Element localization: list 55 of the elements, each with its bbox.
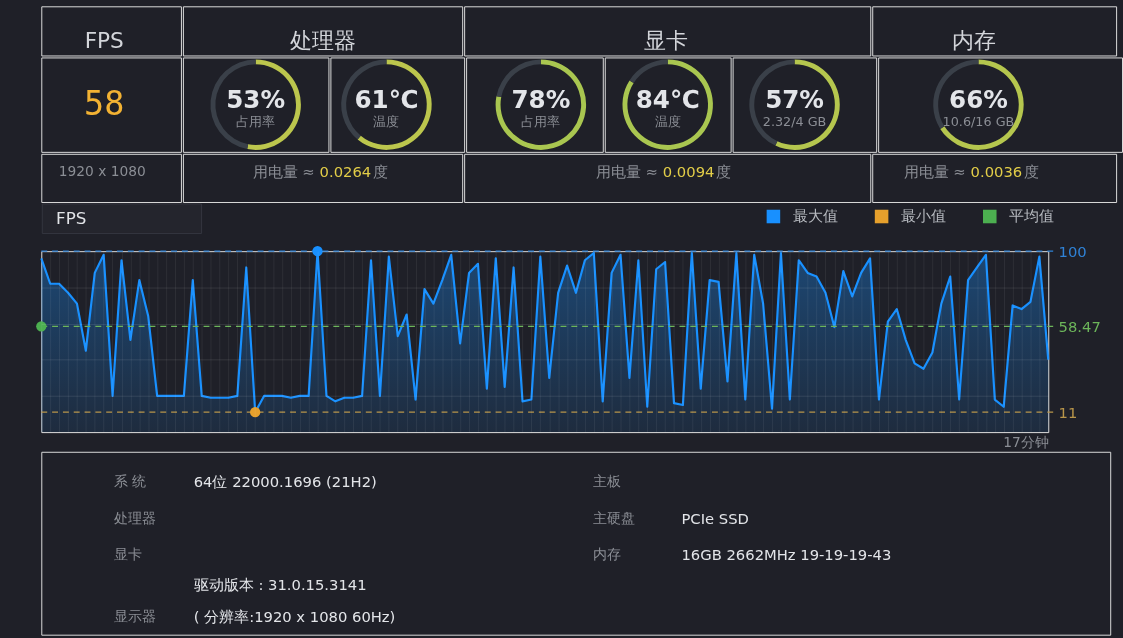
text: 度 (716, 163, 732, 181)
text: 0.0264 (319, 163, 372, 181)
donut-slice (357, 59, 432, 150)
text: 主板 (592, 473, 621, 490)
text: 显卡 (643, 27, 688, 53)
slice-label: 10.6/16 GB (942, 114, 1015, 130)
point (36, 321, 47, 332)
text: 度 (373, 163, 389, 181)
slice-label: 占用率 (521, 114, 561, 130)
data-label: 61℃ (354, 84, 419, 114)
data-label: 84℃ (635, 84, 700, 114)
donut-slice (495, 59, 587, 150)
point (312, 246, 323, 257)
y-tick-label: 100 (1058, 242, 1087, 260)
text: 驱动版本 : 31.0.15.3141 (193, 576, 367, 594)
data-label: 57% (765, 84, 824, 114)
text: 1920 x 1080 (58, 163, 146, 180)
y-tick-label: 11 (1058, 403, 1078, 421)
text: 显示器 (114, 607, 157, 624)
text: PCIe SSD (681, 509, 749, 527)
y-tick-label: 58.47 (1058, 317, 1101, 335)
text: 58 (84, 84, 125, 124)
text: 显卡 (114, 545, 143, 562)
text: ( 分辨率:1920 x 1080 60Hz) (193, 607, 396, 625)
slice-label: 温度 (654, 114, 681, 130)
legend-label: 最大值 (792, 207, 838, 225)
slice-label: 温度 (373, 114, 400, 130)
data-label: 53% (226, 84, 286, 114)
text: 64位 22000.1696 (21H2) (193, 473, 377, 491)
legend-label: 最小值 (900, 207, 946, 225)
text: 用电量 ≈ (903, 163, 966, 181)
text: 0.0036 (970, 163, 1023, 181)
text: 用电量 ≈ (252, 163, 315, 181)
text: 度 (1024, 163, 1040, 181)
x-axis-title: 17分钟 (1003, 434, 1049, 451)
text: 主硬盘 (592, 509, 635, 526)
text: 内存 (592, 545, 621, 562)
text: 16GB 2662MHz 19-19-19-43 (681, 545, 892, 563)
text: FPS (84, 27, 124, 53)
donut-slice (622, 59, 713, 150)
text: 内存 (951, 27, 996, 53)
data-label: 66% (949, 84, 1008, 114)
slice-label: 2.32/4 GB (762, 114, 827, 130)
donut-slice (629, 59, 668, 84)
text: 0.0094 (662, 163, 715, 181)
legend-label: 平均值 (1008, 207, 1054, 225)
chart-title: FPS (56, 207, 87, 228)
data-label: 78% (511, 84, 571, 114)
donut-slice (940, 59, 1024, 150)
text: 用电量 ≈ (595, 163, 658, 181)
point (250, 407, 261, 418)
text: 系 统 (114, 473, 147, 490)
text: 处理器 (289, 27, 356, 53)
slice-label: 占用率 (236, 114, 276, 130)
text: 处理器 (114, 509, 157, 526)
